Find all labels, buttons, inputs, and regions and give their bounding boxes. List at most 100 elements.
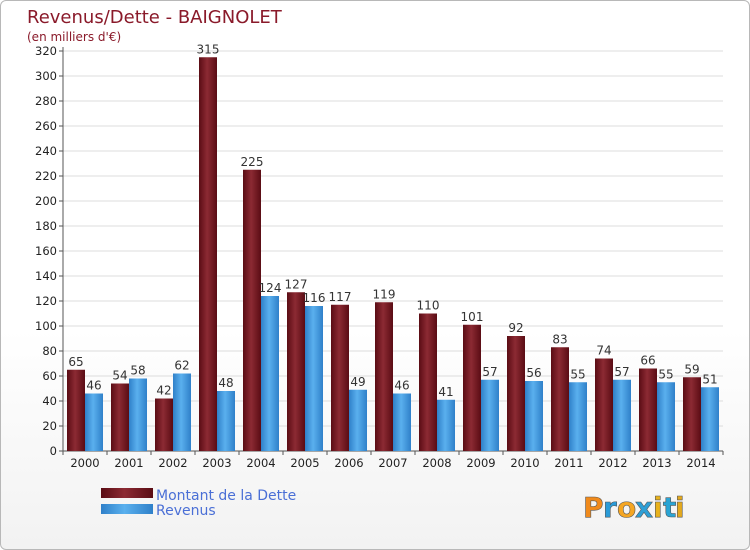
value-label-revenus: 55 [570, 367, 585, 381]
value-label-dette: 101 [461, 310, 484, 324]
y-tick-label: 280 [35, 94, 57, 108]
bar-revenus [261, 296, 279, 451]
logo-letter: r [603, 491, 617, 524]
bar-dette [111, 383, 129, 451]
bar-revenus [305, 306, 323, 451]
bar-dette [419, 313, 437, 451]
x-tick-label: 2007 [378, 456, 407, 470]
value-label-dette: 65 [68, 355, 83, 369]
value-label-revenus: 46 [86, 379, 101, 393]
x-tick-label: 2010 [510, 456, 539, 470]
value-label-dette: 59 [684, 362, 699, 376]
bar-dette [243, 169, 261, 451]
bar-revenus [657, 382, 675, 451]
bar-dette [507, 336, 525, 451]
chart-subtitle: (en milliers d'€) [27, 30, 121, 44]
y-tick-label: 240 [35, 144, 57, 158]
bar-dette [375, 302, 393, 451]
x-tick-label: 2005 [290, 456, 319, 470]
y-tick-label: 260 [35, 119, 57, 133]
bar-dette [287, 292, 305, 451]
value-label-revenus: 58 [130, 364, 145, 378]
y-tick-label: 320 [35, 44, 57, 58]
value-label-dette: 42 [156, 384, 171, 398]
bar-dette [155, 398, 173, 451]
bar-revenus [349, 389, 367, 451]
bar-revenus [217, 391, 235, 451]
value-label-revenus: 57 [614, 365, 629, 379]
value-label-dette: 83 [552, 332, 567, 346]
logo-letter: o [617, 491, 636, 524]
bar-dette [551, 347, 569, 451]
value-label-revenus: 57 [482, 365, 497, 379]
y-tick-label: 100 [35, 319, 57, 333]
legend-swatch-debt [101, 488, 153, 498]
bar-dette [331, 304, 349, 451]
value-label-revenus: 55 [658, 367, 673, 381]
y-tick-label: 120 [35, 294, 57, 308]
y-tick-label: 300 [35, 69, 57, 83]
value-label-revenus: 49 [350, 375, 365, 389]
x-tick-label: 2001 [114, 456, 143, 470]
value-label-revenus: 56 [526, 366, 541, 380]
logo-letter: t [663, 491, 676, 524]
value-label-revenus: 46 [394, 379, 409, 393]
legend-label-revenus: Revenus [156, 503, 216, 519]
y-tick-label: 180 [35, 219, 57, 233]
value-label-revenus: 41 [438, 385, 453, 399]
legend-label-debt: Montant de la Dette [156, 488, 296, 504]
x-tick-label: 2013 [642, 456, 671, 470]
bar-revenus [569, 382, 587, 451]
x-tick-label: 2009 [466, 456, 495, 470]
x-tick-label: 2011 [554, 456, 583, 470]
value-label-revenus: 62 [174, 359, 189, 373]
value-label-revenus: 48 [218, 376, 233, 390]
value-label-dette: 74 [596, 344, 611, 358]
value-label-dette: 315 [197, 42, 220, 56]
bar-dette [595, 358, 613, 451]
x-tick-label: 2003 [202, 456, 231, 470]
bar-dette [463, 324, 481, 451]
bar-revenus [85, 393, 103, 451]
value-label-dette: 119 [373, 287, 396, 301]
bar-revenus [525, 381, 543, 451]
y-tick-label: 140 [35, 269, 57, 283]
bar-revenus [393, 393, 411, 451]
logo-letter: i [675, 491, 685, 524]
bar-revenus [701, 387, 719, 451]
bar-dette [639, 368, 657, 451]
value-label-revenus: 51 [702, 372, 717, 386]
axis-layer: 0 20 40 60 80 100 120 140 160 180 200 220 240 260 280 3… [35, 44, 724, 470]
legend-swatch-revenus [101, 504, 153, 514]
y-tick-label: 20 [42, 419, 57, 433]
bars-layer [67, 57, 719, 451]
bar-revenus [613, 379, 631, 451]
x-tick-label: 2002 [158, 456, 187, 470]
y-tick-label: 200 [35, 194, 57, 208]
y-tick-label: 60 [42, 369, 57, 383]
value-label-dette: 127 [285, 277, 308, 291]
value-label-dette: 117 [329, 290, 352, 304]
bar-revenus [173, 373, 191, 451]
x-tick-label: 2014 [686, 456, 715, 470]
legend: Montant de la Dette Revenus [101, 488, 296, 519]
value-label-dette: 66 [640, 354, 655, 368]
value-label-dette: 92 [508, 321, 523, 335]
bar-dette [683, 377, 701, 451]
y-tick-label: 40 [42, 394, 57, 408]
bar-dette [199, 57, 217, 451]
value-label-dette: 54 [112, 369, 127, 383]
logo-letter: P [583, 491, 604, 524]
logo-letter: x [635, 491, 653, 524]
x-tick-label: 2008 [422, 456, 451, 470]
bar-revenus [481, 379, 499, 451]
x-tick-label: 2012 [598, 456, 627, 470]
x-tick-label: 2006 [334, 456, 363, 470]
bar-revenus [437, 399, 455, 451]
y-tick-label: 220 [35, 169, 57, 183]
y-tick-label: 160 [35, 244, 57, 258]
